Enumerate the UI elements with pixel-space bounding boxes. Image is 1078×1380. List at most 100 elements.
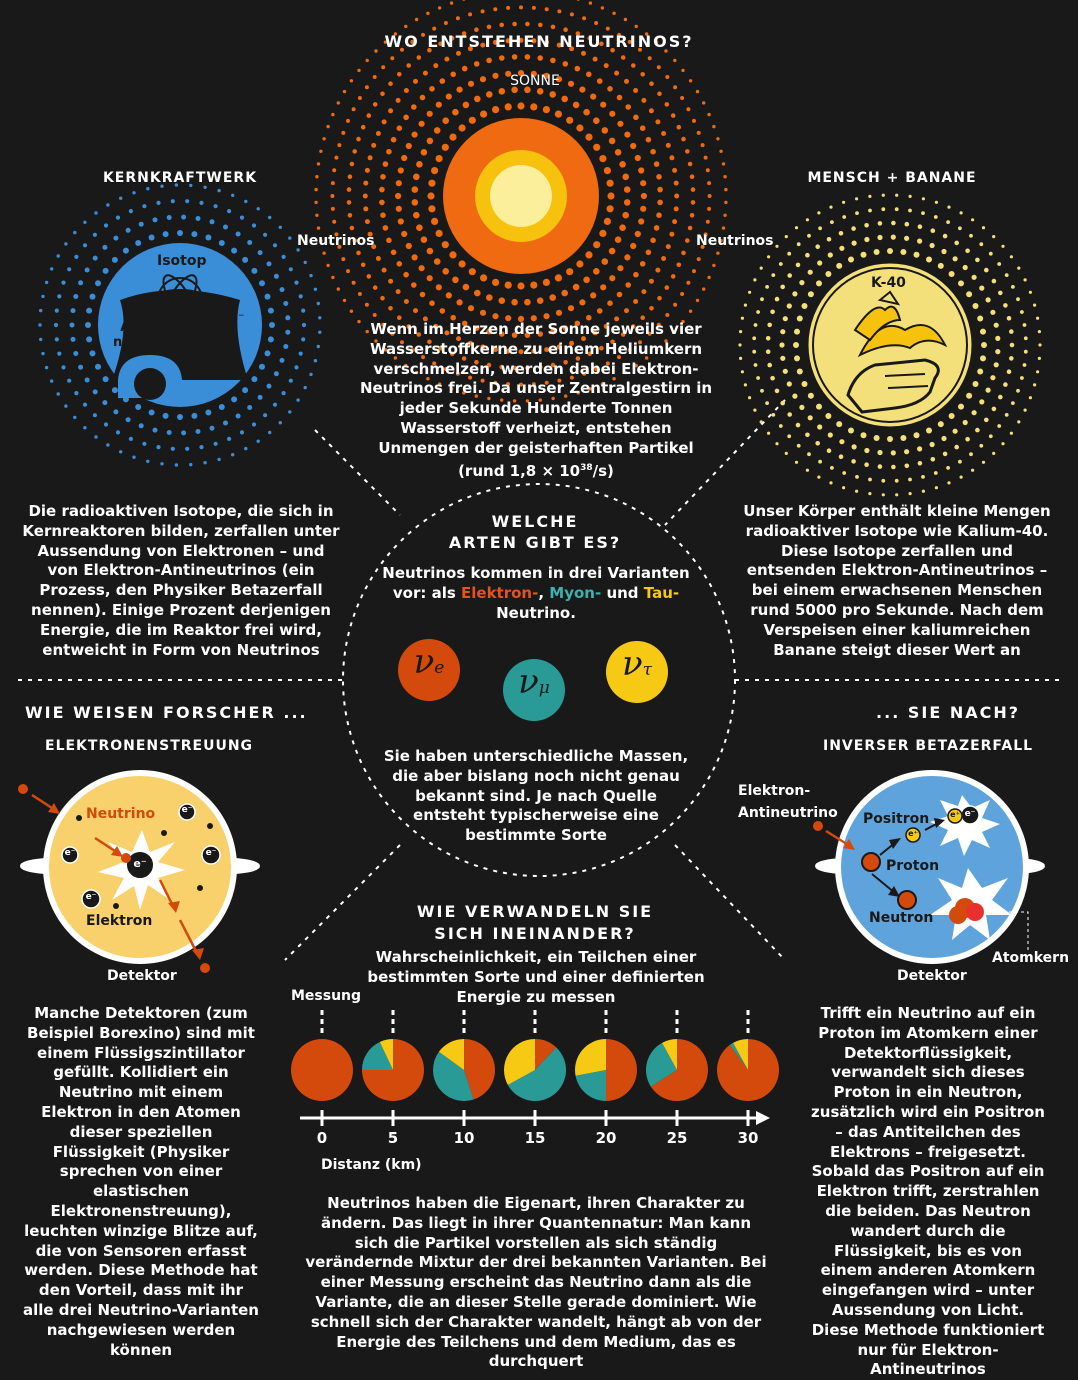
decor-dot <box>807 269 813 275</box>
decor-dot <box>991 406 997 412</box>
decor-dot <box>992 235 996 239</box>
decor-dot <box>690 200 696 205</box>
decor-dot <box>372 313 377 317</box>
decor-dot <box>549 91 556 98</box>
decor-dot <box>1037 330 1041 334</box>
pie-slice <box>729 1042 748 1070</box>
decor-dot <box>993 362 999 368</box>
decor-dot <box>576 0 580 1</box>
decor-dot <box>556 42 562 48</box>
ibd-detector-icon <box>813 770 1045 964</box>
decor-dot <box>386 148 392 155</box>
decor-dot <box>82 243 88 248</box>
decor-dot <box>160 184 164 188</box>
scatter-detector-label: Detektor <box>107 968 177 984</box>
decor-dot <box>492 313 499 320</box>
decor-dot <box>403 114 409 121</box>
decor-dot <box>94 435 98 439</box>
decor-dot <box>712 124 716 129</box>
decor-dot <box>486 24 492 30</box>
decor-dot <box>315 213 319 217</box>
decor-dot <box>563 27 568 32</box>
scatter-electron-4: e⁻ <box>85 892 97 902</box>
decor-dot <box>372 75 377 79</box>
decor-dot <box>420 149 428 156</box>
decor-dot <box>283 301 289 306</box>
decor-dot <box>263 232 268 237</box>
decor-dot <box>437 6 442 10</box>
decor-dot <box>166 430 172 435</box>
decor-dot <box>372 102 378 107</box>
decor-dot <box>322 251 326 255</box>
decor-dot <box>86 336 93 343</box>
pie-slice <box>507 1047 566 1101</box>
decor-dot <box>426 247 434 255</box>
decor-dot <box>530 281 538 289</box>
decor-dot <box>926 427 932 434</box>
decor-dot <box>56 392 60 396</box>
decor-dot <box>298 294 303 299</box>
ibd-title: INVERSER BETAZERFALL <box>823 738 1034 754</box>
decor-dot <box>406 63 412 68</box>
pie-5km <box>362 1039 424 1101</box>
decor-dot <box>614 70 620 76</box>
decor-dot <box>381 119 387 125</box>
decor-dot <box>941 435 947 442</box>
decor-dot <box>479 309 487 316</box>
decor-dot <box>680 96 685 100</box>
decor-dot <box>692 118 696 123</box>
decor-dot <box>468 116 476 124</box>
decor-dot <box>606 179 614 187</box>
decor-dot <box>106 443 110 447</box>
decor-dot <box>860 432 867 439</box>
decor-dot <box>966 291 973 298</box>
decor-dot <box>146 187 150 191</box>
decor-dot <box>433 63 439 69</box>
decor-dot <box>656 322 661 327</box>
decor-dot <box>517 315 525 322</box>
decor-dot <box>474 289 481 297</box>
decor-dot <box>756 310 760 314</box>
decor-dot <box>640 192 648 200</box>
decor-dot <box>102 267 109 274</box>
decor-dot <box>984 417 989 423</box>
decor-dot <box>549 294 556 301</box>
decor-dot <box>647 56 652 61</box>
decor-dot <box>386 237 392 244</box>
decor-dot <box>587 35 593 41</box>
decor-dot <box>633 299 639 304</box>
decor-dot <box>952 256 958 262</box>
decor-dot <box>67 267 72 272</box>
decor-dot <box>654 348 659 352</box>
decor-dot <box>990 375 996 381</box>
decor-dot <box>603 167 612 175</box>
decor-dot <box>95 280 101 287</box>
decor-dot <box>278 421 282 425</box>
decor-dot <box>707 275 711 280</box>
decor-dot <box>877 234 883 241</box>
tick-label: 30 <box>737 1129 759 1147</box>
decor-dot <box>759 420 763 424</box>
decor-dot <box>993 322 999 328</box>
decor-dot <box>600 382 605 386</box>
decor-dot <box>575 356 581 361</box>
scatter-description: Manche Detektoren (zum Beispiel Borexino… <box>23 1004 259 1359</box>
decor-dot <box>296 248 300 252</box>
decor-dot <box>594 367 599 371</box>
decor-dot <box>239 430 245 435</box>
pie-slice <box>438 1039 464 1070</box>
decor-dot <box>375 131 381 136</box>
decor-dot <box>70 336 76 342</box>
decor-dot <box>395 192 402 200</box>
decor-dot <box>479 76 487 83</box>
decor-dot <box>435 155 443 163</box>
decor-dot <box>767 362 772 368</box>
decor-dot <box>753 278 757 282</box>
decor-dot <box>278 225 282 229</box>
decor-dot <box>895 193 899 197</box>
decor-dot <box>135 240 142 246</box>
decor-dot <box>625 104 631 110</box>
decor-dot <box>881 207 886 212</box>
decor-dot <box>251 376 258 383</box>
decor-dot <box>365 329 369 334</box>
